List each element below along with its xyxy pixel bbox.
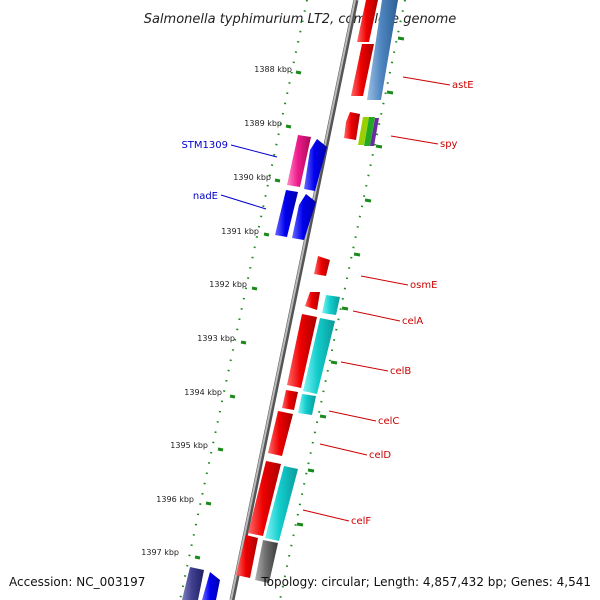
tick-label: 1395 kbp bbox=[170, 441, 208, 450]
tick-label: 1390 kbp bbox=[233, 173, 271, 182]
gene-arrow-celc bbox=[298, 394, 316, 415]
gene-arrow-stm1309 bbox=[287, 135, 311, 187]
gene-arrow bbox=[351, 44, 374, 96]
gene-arrow bbox=[287, 314, 317, 388]
gene-label-celf[interactable]: celF bbox=[351, 516, 371, 527]
outer-scale-ring bbox=[279, 0, 406, 600]
outer-major-ticks bbox=[296, 36, 405, 527]
gene-arrow-celd bbox=[268, 411, 293, 456]
tick-label: 1394 kbp bbox=[184, 388, 222, 397]
gene-arrow bbox=[304, 139, 327, 191]
gene-arrow bbox=[236, 535, 258, 578]
gene-label-spy[interactable]: spy bbox=[440, 139, 458, 150]
reverse-leader-lines bbox=[302, 76, 451, 522]
gene-arrow bbox=[344, 112, 360, 140]
tick-label: 1388 kbp bbox=[254, 65, 292, 74]
gene-arrow bbox=[282, 390, 298, 410]
gene-arrow-purple bbox=[370, 118, 379, 146]
gene-arrow bbox=[357, 0, 378, 42]
gene-arrow-spy bbox=[364, 117, 375, 146]
tick-label: 1396 kbp bbox=[156, 495, 194, 504]
tick-label: 1397 kbp bbox=[141, 548, 179, 557]
gene-arrow-nade bbox=[275, 190, 298, 237]
gene-label-nade[interactable]: nadE bbox=[193, 191, 218, 202]
gene-arrow bbox=[305, 292, 320, 310]
map-title: Salmonella typhimurium LT2, complete gen… bbox=[144, 12, 457, 27]
gene-label-celd[interactable]: celD bbox=[369, 450, 391, 461]
tick-label: 1392 kbp bbox=[209, 280, 247, 289]
tick-label: 1393 kbp bbox=[197, 334, 235, 343]
inner-scale-ring bbox=[179, 0, 308, 600]
gene-arrow-gray bbox=[255, 540, 278, 583]
topology-text: Topology: circular; Length: 4,857,432 bp… bbox=[260, 575, 591, 589]
gene-label-stm1309[interactable]: STM1309 bbox=[181, 140, 228, 151]
tick-label: 1391 kbp bbox=[221, 227, 259, 236]
gene-features bbox=[182, 0, 398, 600]
gene-arrow bbox=[202, 572, 220, 600]
gene-label-aste[interactable]: astE bbox=[452, 80, 474, 91]
gene-arrow-green bbox=[358, 117, 369, 145]
forward-leader-lines bbox=[220, 144, 278, 210]
inner-major-ticks bbox=[194, 70, 302, 560]
tick-label: 1389 kbp bbox=[244, 119, 282, 128]
gene-arrow-osme bbox=[314, 256, 330, 276]
gene-label-osme[interactable]: osmE bbox=[410, 280, 437, 291]
gene-arrow-celf bbox=[265, 466, 298, 541]
gene-arrow bbox=[248, 461, 281, 536]
genome-backbone-highlight bbox=[230, 0, 356, 600]
gene-label-celb[interactable]: celB bbox=[390, 366, 411, 377]
gene-label-celc[interactable]: celC bbox=[378, 416, 399, 427]
accession-text: Accession: NC_003197 bbox=[9, 575, 145, 589]
gene-arrow-navy bbox=[182, 567, 204, 600]
gene-arrow-aste bbox=[367, 0, 398, 100]
gene-arrow bbox=[292, 194, 316, 240]
gene-label-cela[interactable]: celA bbox=[402, 316, 423, 327]
gene-arrow-cela bbox=[322, 295, 340, 315]
gene-arrow-celb bbox=[303, 318, 335, 394]
